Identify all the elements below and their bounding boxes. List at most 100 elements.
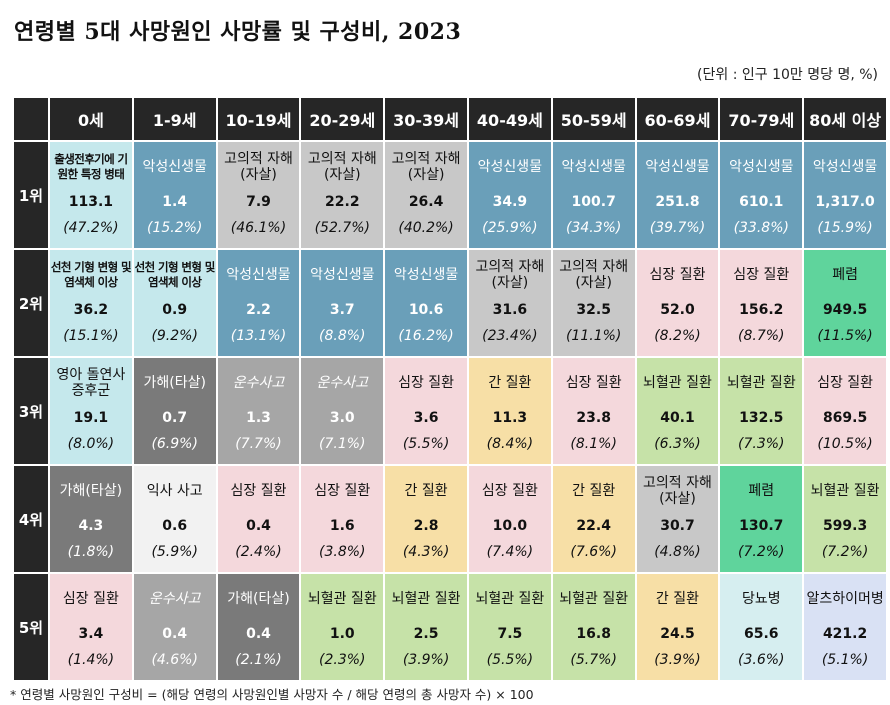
composition-percent: (25.9%): [482, 220, 538, 236]
cause-name: 고의적 자해(자살): [307, 150, 377, 183]
cause-name: 운수사고: [148, 590, 201, 607]
death-rate-value: 0.4: [246, 626, 271, 642]
cause-name: 익사 사고: [146, 482, 203, 499]
cause-cell: 악성신생물 100.7 (34.3%): [550, 140, 637, 250]
rank-row: 5위 심장 질환 3.4 (1.4%) 운수사고 0.4 (4.6%) 가해(타살) 0.4 (2…: [12, 572, 888, 682]
cause-name: 뇌혈관 질환: [475, 590, 545, 607]
death-rate-value: 0.9: [162, 302, 188, 318]
composition-percent: (4.8%): [654, 544, 701, 560]
composition-percent: (11.1%): [565, 328, 622, 344]
cause-name: 간 질환: [655, 590, 700, 607]
composition-percent: (7.2%): [738, 544, 785, 560]
composition-percent: (46.1%): [230, 220, 287, 236]
composition-percent: (7.3%): [738, 436, 785, 452]
death-rate-value: 3.4: [78, 626, 104, 642]
cause-name: 선천 기형 변형 및 염색체 이상: [50, 260, 132, 289]
rank-row: 4위 가해(타살) 4.3 (1.8%) 익사 사고 0.6 (5.9%) 심장 질환 0.4 (…: [12, 464, 888, 574]
cause-cell: 악성신생물 251.8 (39.7%): [634, 140, 721, 250]
cause-cell: 심장 질환 1.6 (3.8%): [299, 464, 386, 574]
cause-name: 운수사고: [232, 374, 285, 391]
cause-cell: 간 질환 11.3 (8.4%): [466, 356, 553, 466]
cause-name: 악성신생물: [226, 266, 291, 283]
composition-percent: (15.1%): [63, 328, 119, 344]
cause-name: 악성신생물: [645, 158, 710, 175]
age-header: 70-79세: [718, 96, 805, 142]
cause-cell: 악성신생물 1.4 (15.2%): [131, 140, 218, 250]
cause-cell: 익사 사고 0.6 (5.9%): [131, 464, 218, 574]
death-rate-value: 2.2: [246, 302, 271, 318]
cause-name: 고의적 자해(자살): [391, 150, 461, 183]
death-rate-value: 3.7: [329, 302, 355, 318]
age-header: 0세: [48, 96, 134, 142]
death-rate-value: 599.3: [822, 518, 868, 534]
death-rate-value: 52.0: [660, 302, 695, 318]
cause-name: 선천 기형 변형 및 염색체 이상: [134, 260, 216, 289]
death-rate-value: 0.7: [162, 410, 188, 426]
death-rate-value: 40.1: [660, 410, 695, 426]
composition-percent: (13.1%): [230, 328, 287, 344]
cause-name: 운수사고: [316, 374, 369, 391]
composition-percent: (5.5%): [486, 652, 534, 668]
rank-row: 3위 영아 돌연사 증후군 19.1 (8.0%) 가해(타살) 0.7 (6.9%) 운수사…: [12, 356, 888, 466]
death-rate-value: 34.9: [492, 194, 528, 210]
death-rate-value: 2.5: [413, 626, 439, 642]
cause-of-death-table: 0세 1-9세 10-19세 20-29세 30-39세 40-49세 50-5…: [12, 96, 888, 682]
death-rate-value: 130.7: [739, 518, 784, 534]
death-rate-value: 2.8: [413, 518, 439, 534]
composition-percent: (52.7%): [314, 220, 370, 236]
cause-cell: 심장 질환 10.0 (7.4%): [466, 464, 553, 574]
composition-percent: (7.2%): [821, 544, 869, 560]
composition-percent: (5.5%): [402, 436, 450, 452]
composition-percent: (10.5%): [817, 436, 873, 452]
composition-percent: (2.4%): [235, 544, 282, 560]
composition-percent: (47.2%): [63, 220, 119, 236]
cause-cell: 뇌혈관 질환 40.1 (6.3%): [634, 356, 721, 466]
death-rate-value: 7.9: [246, 194, 271, 210]
composition-percent: (5.9%): [151, 544, 198, 560]
cause-cell: 심장 질환 52.0 (8.2%): [634, 248, 721, 358]
composition-percent: (5.1%): [821, 652, 869, 668]
composition-percent: (4.3%): [402, 544, 450, 560]
cause-name: 뇌혈관 질환: [307, 590, 377, 607]
composition-percent: (8.2%): [654, 328, 701, 344]
composition-percent: (1.8%): [67, 544, 115, 560]
cause-cell: 악성신생물 610.1 (33.8%): [718, 140, 805, 250]
composition-percent: (8.8%): [319, 328, 366, 344]
rank-row: 1위 출생전후기에 기원한 특정 병태 113.1 (47.2%) 악성신생물 1.4 (1…: [12, 140, 888, 250]
cause-cell: 간 질환 22.4 (7.6%): [550, 464, 637, 574]
cause-name: 악성신생물: [393, 266, 459, 283]
composition-percent: (1.4%): [67, 652, 115, 668]
death-rate-value: 16.8: [576, 626, 611, 642]
composition-percent: (16.2%): [398, 328, 454, 344]
cause-name: 심장 질환: [230, 482, 287, 499]
age-header: 30-39세: [383, 96, 469, 142]
rank-label: 3위: [12, 356, 50, 466]
cause-name: 고의적 자해(자살): [224, 150, 293, 183]
death-rate-value: 36.2: [73, 302, 109, 318]
cause-cell: 악성신생물 2.2 (13.1%): [215, 248, 302, 358]
unit-label: (단위 : 인구 10만 명당 명, %): [697, 67, 878, 83]
composition-percent: (40.2%): [398, 220, 454, 236]
cause-name: 심장 질환: [733, 266, 790, 283]
cause-name: 뇌혈관 질환: [810, 482, 880, 499]
corner-cell: [12, 96, 50, 142]
death-rate-value: 0.4: [162, 626, 188, 642]
cause-name: 영아 돌연사 증후군: [56, 366, 126, 399]
cause-name: 가해(타살): [227, 590, 290, 607]
cause-cell: 심장 질환 23.8 (8.1%): [550, 356, 637, 466]
death-rate-value: 156.2: [739, 302, 784, 318]
cause-name: 악성신생물: [310, 266, 375, 283]
cause-cell: 고의적 자해(자살) 32.5 (11.1%): [550, 248, 637, 358]
composition-percent: (8.4%): [486, 436, 534, 452]
composition-percent: (7.1%): [319, 436, 366, 452]
cause-cell: 운수사고 0.4 (4.6%): [131, 572, 218, 682]
cause-cell: 출생전후기에 기원한 특정 병태 113.1 (47.2%): [48, 140, 134, 250]
cause-name: 고의적 자해(자살): [559, 258, 629, 291]
death-rate-value: 251.8: [655, 194, 700, 210]
rank-label: 4위: [12, 464, 50, 574]
cause-name: 간 질환: [572, 482, 616, 499]
composition-percent: (5.7%): [570, 652, 617, 668]
cause-cell: 뇌혈관 질환 599.3 (7.2%): [802, 464, 888, 574]
death-rate-value: 949.5: [822, 302, 868, 318]
composition-percent: (3.8%): [319, 544, 366, 560]
